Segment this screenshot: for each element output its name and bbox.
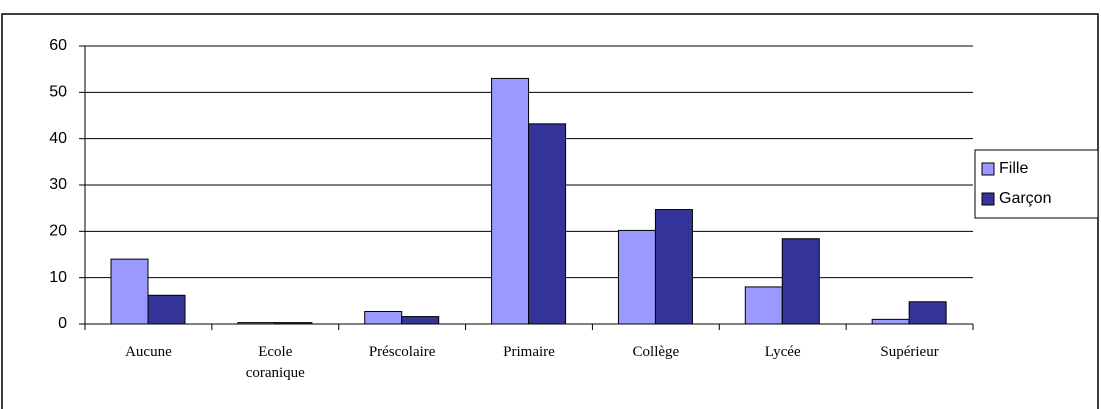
x-tick-label: Lycée	[764, 344, 801, 360]
bar	[401, 316, 440, 325]
legend-label: Fille	[999, 160, 1028, 177]
y-tick-label: 30	[49, 176, 67, 193]
bar	[617, 229, 656, 325]
x-tick-label: Préscolaire	[368, 344, 436, 360]
x-tick-label: Aucune	[125, 344, 172, 360]
x-tick-label: Primaire	[503, 344, 555, 360]
y-tick-label: 10	[49, 269, 67, 286]
bar	[871, 318, 910, 325]
x-tick-label: Collège	[632, 344, 680, 360]
bar	[147, 294, 186, 325]
bar	[110, 258, 149, 325]
bar	[528, 123, 567, 325]
y-tick-label: 60	[49, 37, 67, 54]
y-tick-label: 50	[49, 84, 67, 101]
bar	[364, 310, 403, 325]
legend-swatch	[981, 162, 995, 176]
y-tick-label: 0	[58, 315, 67, 332]
bar	[908, 301, 947, 325]
legend-label: Garçon	[999, 190, 1051, 207]
bar	[491, 77, 530, 325]
bar	[654, 209, 693, 325]
y-tick-label: 20	[49, 223, 67, 240]
x-tick-label: Ecole coranique	[245, 344, 305, 381]
x-tick-label: Supérieur	[880, 344, 939, 360]
y-tick-label: 40	[49, 130, 67, 147]
legend-box	[974, 149, 1099, 219]
bar	[744, 286, 783, 325]
bar	[781, 238, 820, 325]
legend-swatch	[981, 192, 995, 206]
